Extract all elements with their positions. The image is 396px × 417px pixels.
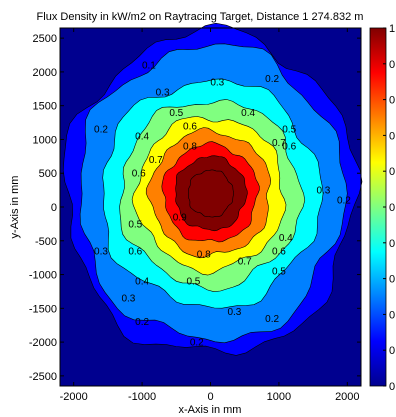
- contour-label: 0.2: [265, 74, 279, 85]
- contour-label: 0.3: [316, 186, 330, 197]
- colorbar-tick-label: 1: [389, 23, 395, 35]
- contour-label: 0.6: [183, 121, 197, 132]
- contour-label: 0.7: [238, 256, 252, 267]
- y-axis-label: y-Axis in mm: [9, 176, 21, 239]
- y-axis: 2500 2000 1500 1000 500 0 -500 -1000 -1500 -2000 -…: [29, 33, 361, 383]
- x-axis-label: x-Axis in mm: [179, 404, 242, 416]
- x-tick-label: 0: [207, 391, 213, 403]
- colorbar-tick-label: 0.: [389, 130, 396, 142]
- colorbar-tick-label: 0.: [389, 59, 396, 71]
- contour-label: 0.7: [272, 138, 286, 149]
- colorbar-tick-label: 0.: [389, 274, 396, 286]
- colorbar-tick-label: 0.: [389, 95, 396, 107]
- contour-label: 0.5: [169, 108, 183, 119]
- contour-label: 0.2: [190, 338, 204, 349]
- y-tick-label: -500: [35, 236, 57, 248]
- contour-label: 0.2: [265, 314, 279, 325]
- x-tick-label: -2000: [60, 391, 88, 403]
- contour-label: 0.2: [337, 196, 351, 207]
- y-tick-label: -1500: [29, 303, 57, 315]
- contour-label: 0.4: [279, 233, 293, 244]
- contour-region-0.9: [187, 169, 235, 218]
- contour-label: 0.3: [94, 246, 108, 257]
- contour-label: 0.6: [272, 246, 286, 257]
- colorbar-tick-label: 0.: [389, 309, 396, 321]
- contour-label: 0.8: [197, 250, 211, 261]
- colorbar-tick-label: 0.: [389, 238, 396, 250]
- chart-title: Flux Density in kW/m2 on Raytracing Targ…: [37, 11, 364, 23]
- contour-label: 0.4: [241, 108, 255, 119]
- contour-label: 0.6: [282, 142, 296, 153]
- colorbar-tick-label: 0: [389, 381, 395, 393]
- contour-label: 0.5: [272, 267, 286, 278]
- contour-label: 0.6: [132, 169, 146, 180]
- plot-area: [60, 22, 363, 386]
- x-axis: -2000 -1000 0 1000 2000: [60, 28, 360, 403]
- contour-label: 0.5: [186, 277, 200, 288]
- contour-label: 0.8: [183, 142, 197, 153]
- colorbar-tick-label: 0.: [389, 166, 396, 178]
- y-tick-label: -2500: [29, 371, 57, 383]
- x-tick-label: 1000: [267, 391, 291, 403]
- contour-label: 0.3: [227, 307, 241, 318]
- contour-label: 0.5: [282, 125, 296, 136]
- contour-label: 0.5: [128, 219, 142, 230]
- y-tick-label: 1000: [33, 134, 57, 146]
- contour-label: 0.2: [94, 125, 108, 136]
- colorbar: 1 0. 0. 0. 0. 0. 0. 0. 0. 0. 0: [369, 23, 396, 393]
- y-tick-label: 0: [51, 202, 57, 214]
- contour-label: 0.3: [121, 294, 135, 305]
- contour-label: 0.9: [173, 213, 187, 224]
- contour-label: 0.3: [210, 77, 224, 88]
- y-tick-label: 2000: [33, 67, 57, 79]
- contour-label: 0.2: [135, 317, 149, 328]
- y-tick-label: 1500: [33, 101, 57, 113]
- colorbar-tick-label: 0.: [389, 202, 396, 214]
- y-tick-label: -2000: [29, 337, 57, 349]
- y-tick-label: -1000: [29, 270, 57, 282]
- contour-label: 0.7: [149, 155, 163, 166]
- colorbar-tick-label: 0.: [389, 345, 396, 357]
- x-tick-label: 2000: [335, 391, 359, 403]
- y-tick-label: 2500: [33, 33, 57, 45]
- contour-label: 0.1: [142, 61, 156, 72]
- contour-label: 0.4: [135, 132, 149, 143]
- y-tick-label: 500: [39, 168, 57, 180]
- x-tick-label: -1000: [128, 391, 156, 403]
- contour-label: 0.3: [156, 88, 170, 99]
- contour-labels: 0.10.20.30.3 0.20.30.40.50.60.40.60.70.50…: [94, 61, 351, 349]
- contour-label: 0.4: [135, 277, 149, 288]
- contour-label: 0.6: [128, 246, 142, 257]
